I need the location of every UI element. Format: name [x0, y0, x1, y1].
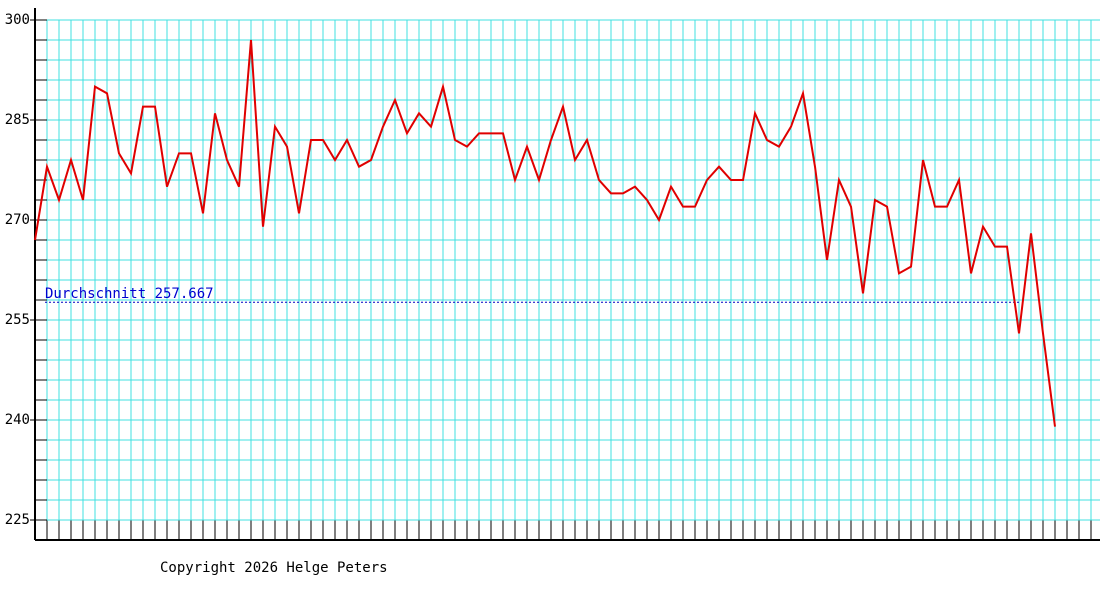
data-line — [34, 39, 1056, 427]
y-tick-label: 255 — [5, 312, 30, 328]
y-tick-label: 270 — [5, 212, 30, 228]
y-tick-label: 285 — [5, 112, 30, 128]
average-label: Durchschnitt 257.667 — [45, 286, 214, 302]
copyright: Copyright 2026 Helge Peters — [160, 560, 388, 576]
y-tick-label: 300 — [5, 12, 30, 28]
y-tick-label: 225 — [5, 512, 30, 528]
y-tick-label: 240 — [5, 412, 30, 428]
